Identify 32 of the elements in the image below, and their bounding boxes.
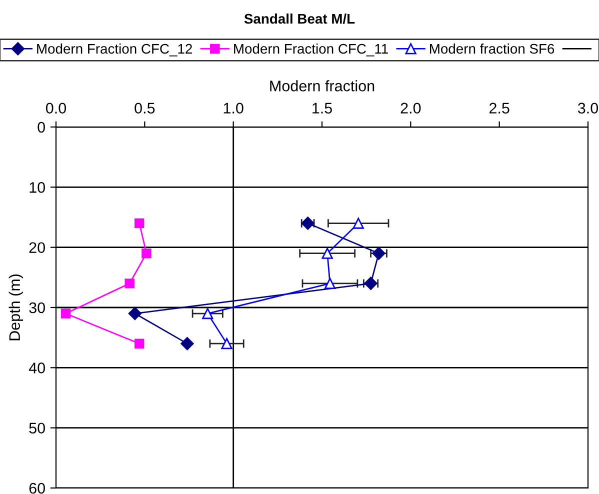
point — [322, 248, 333, 259]
x-tick-label: 0.0 — [46, 102, 66, 114]
x-tick-label: 2.0 — [400, 102, 421, 114]
y-tick-label: 50 — [29, 422, 45, 434]
point — [352, 218, 364, 229]
legend-label: Modern Fraction CFC_11 — [234, 44, 388, 56]
legend-label: Modern fraction SF6 — [430, 44, 554, 54]
x-axis-title: Modern fraction — [270, 80, 374, 92]
point — [60, 308, 71, 318]
chart-title: Sandall Beat M/L — [244, 14, 355, 24]
legend-label: Modern Fraction CFC_12 — [37, 44, 192, 56]
point — [134, 338, 144, 348]
point — [134, 218, 144, 228]
y-tick-label: 60 — [29, 482, 45, 494]
y-tick-label: 10 — [30, 182, 45, 193]
point — [128, 306, 142, 320]
point — [324, 278, 336, 289]
x-tick-label: 2.5 — [489, 102, 510, 114]
x-tick-label: 3.0 — [578, 102, 598, 114]
point — [142, 248, 152, 258]
y-tick-label: 20 — [29, 242, 45, 254]
y-tick-label: 30 — [29, 302, 45, 314]
y-axis-title: Depth (m) — [8, 274, 24, 340]
y-tick-label: 0 — [38, 122, 45, 133]
y-tick-label: 40 — [28, 362, 45, 374]
x-tick-label: 1.5 — [312, 102, 332, 114]
x-tick-label: 1.0 — [224, 102, 244, 114]
x-tick-label: 0.5 — [134, 102, 155, 114]
point — [124, 278, 134, 288]
point — [202, 308, 214, 320]
point — [180, 337, 194, 350]
point — [221, 338, 232, 350]
